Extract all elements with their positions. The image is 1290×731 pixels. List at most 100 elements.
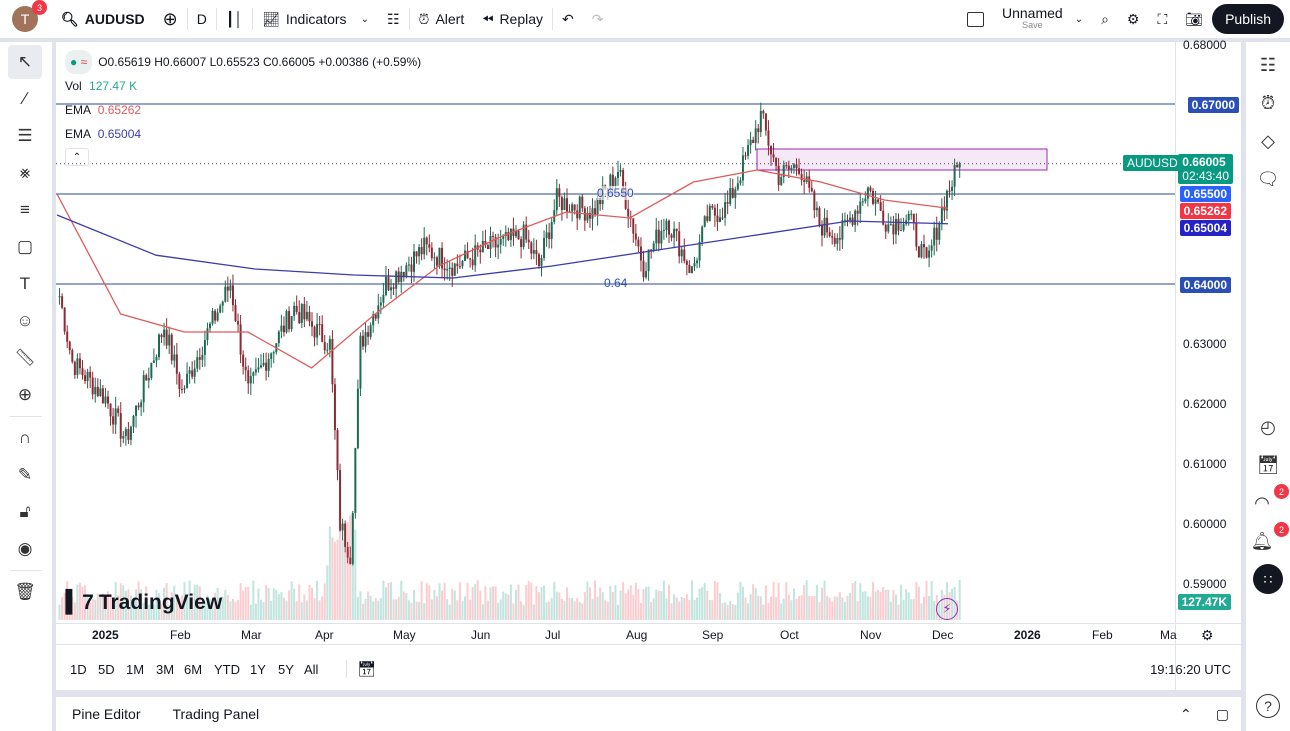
magnet-tool[interactable]: ∩ [8,421,42,455]
volume-bar [665,598,668,620]
zoom-tool[interactable]: ⊕ [8,378,42,412]
redo-button[interactable]: ↷ [583,0,613,38]
candle-body [78,358,81,369]
hide-tool[interactable]: ◉ [8,532,42,566]
candle-body [456,263,459,267]
candle-body [300,303,303,323]
range-3m[interactable]: 3M [156,662,175,677]
symbol-search[interactable]: 🔍︎ AUDUSD [61,10,145,28]
compare-symbol-button[interactable]: ⊕ [154,0,187,38]
candle-body [889,224,892,226]
templates-button[interactable]: ☷ [378,0,409,38]
quick-search-button[interactable]: ⌕ [1092,0,1118,38]
indicators-button[interactable]: 📈︎ Indicators ⌄ [262,10,369,28]
candle-body [578,196,581,219]
range-5y[interactable]: 5Y [278,662,294,677]
volume-bar [107,591,109,620]
undo-button[interactable]: ↶ [553,0,583,38]
volume-bar [647,586,650,620]
lightning-icon[interactable]: ⚡︎ [936,598,958,620]
candle-body [364,332,367,347]
candle-body [369,325,372,337]
fullscreen-button[interactable]: ⛶ [1148,0,1176,38]
price-chart[interactable] [56,42,1241,690]
watchlist-button[interactable]: ☷ [1246,46,1290,84]
trendline-tool[interactable]: ∕ [8,82,42,116]
range-1y[interactable]: 1Y [250,662,266,677]
range-1m[interactable]: 1M [126,662,145,677]
settings-button[interactable]: ⚙ [1118,0,1149,38]
chevron-up-icon[interactable]: ⌃ [1180,705,1192,722]
range-ytd[interactable]: YTD [214,662,240,677]
range-5d[interactable]: 5D [98,662,115,677]
candle-body [721,217,724,219]
candle-body [464,250,466,261]
chat-button[interactable]: 🗨︎ [1246,160,1290,198]
volume-bar [137,581,140,620]
candle-body [132,415,135,427]
help-button[interactable]: ? [1246,687,1290,725]
volume-bar [958,580,961,620]
collapse-legend-button[interactable]: ⌃ [65,148,89,166]
range-all[interactable]: All [304,662,319,677]
volume-bar [369,595,372,620]
measure-tool[interactable]: 📏︎ [8,341,42,375]
chart-pane[interactable]: ● ≈ O0.65619 H0.66007 L0.65523 C0.66005 +… [56,38,1241,690]
apps-button[interactable]: ∷ [1246,560,1290,598]
publish-button[interactable]: Publish [1212,4,1284,34]
pine-editor-tab[interactable]: Pine Editor [72,706,141,722]
snapshot-button[interactable]: 📷︎ [1176,0,1212,38]
alerts-button[interactable]: ⏰︎ [1246,84,1290,122]
candle-body [384,277,387,295]
candle-body [831,236,834,238]
candle-body [489,235,492,249]
pattern-tool[interactable]: ⨳ [8,156,42,190]
range-1d[interactable]: 1D [70,662,87,677]
volume-bar [382,580,385,620]
text-tool[interactable]: T [8,267,42,301]
cursor-tool[interactable]: ↖ [8,45,42,79]
layers-button[interactable]: ◇ [1246,122,1290,160]
stay-drawing-tool[interactable]: ✎ [8,458,42,492]
alert-button[interactable]: ⏰︎ Alert [418,10,465,28]
candle-body [351,512,354,565]
layout-button[interactable]: Unnamed Save ⌄ [958,0,1092,38]
volume-bar [282,597,285,620]
volume-bar [142,602,145,620]
volume-bar [882,586,885,620]
volume-bar [624,593,627,620]
volume-bar [749,594,752,620]
visibility-toggle[interactable]: ● ≈ [65,50,93,74]
trading-panel-tab[interactable]: Trading Panel [172,706,260,722]
time-axis-label: Mar [241,628,262,642]
forecast-tool[interactable]: ≡ [8,193,42,227]
time-axis-label: Apr [315,628,334,642]
clock[interactable]: 19:16:20 UTC [1150,662,1231,677]
lock-tool[interactable]: 🔓︎ [8,495,42,529]
emoji-tool[interactable]: ☺ [8,304,42,338]
calendar-button[interactable]: 📅︎ [1246,446,1290,484]
remove-tool[interactable]: 🗑︎ [8,575,42,609]
axis-settings-button[interactable]: ⚙ [1201,627,1214,644]
notifications-button[interactable]: 🔔︎ 2 [1246,522,1290,560]
maximize-icon[interactable]: ▢ [1215,705,1229,722]
candle-body [675,228,678,232]
symbol-label: AUDUSD [1123,155,1182,171]
ideas-stream-button[interactable]: ◠ 2 [1246,484,1290,522]
screener-button[interactable]: ◴ [1246,408,1290,446]
goto-date-button[interactable]: 📅︎ [346,660,376,678]
range-6m[interactable]: 6M [184,662,203,677]
interval-button[interactable]: D [196,11,207,27]
candle-body [803,180,806,182]
candle-body [237,321,240,325]
volume-bar [879,591,882,620]
replay-button[interactable]: ⏪︎ Replay [482,10,544,28]
shape-tool[interactable]: ▢ [8,230,42,264]
candle-body [731,188,734,198]
chart-type-button[interactable]: ┃│ [217,0,252,38]
candle-body [734,189,737,198]
fib-tool[interactable]: ☰ [8,119,42,153]
volume-bar [234,601,237,620]
volume-bar [915,581,918,620]
